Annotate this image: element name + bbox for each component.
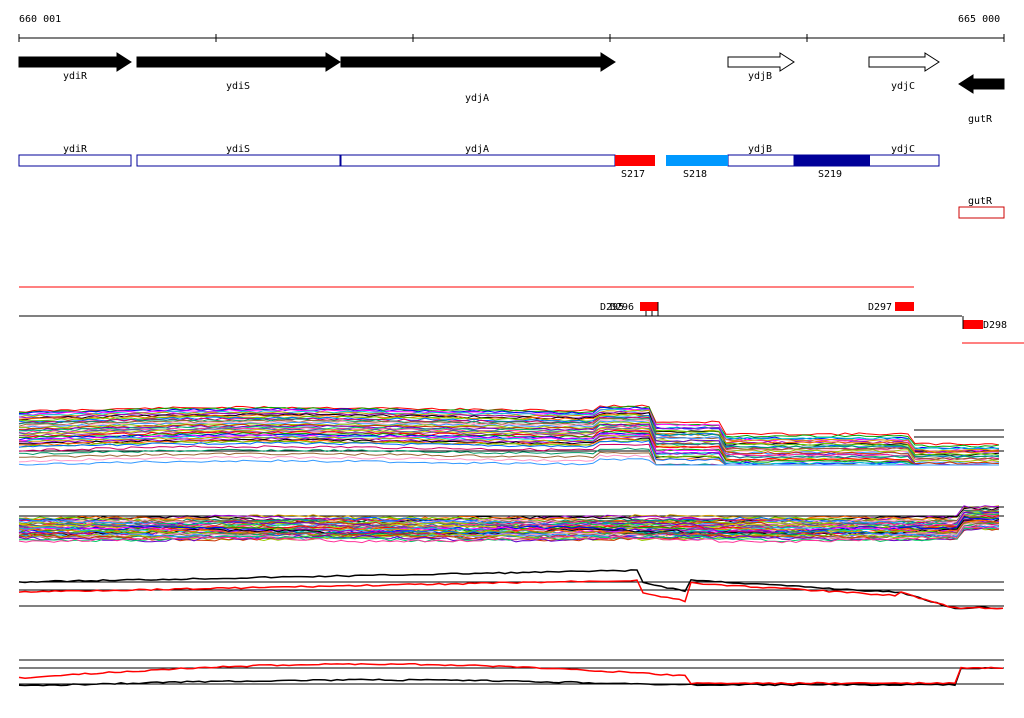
track-3-trace-black — [18, 569, 1004, 610]
track-2-trace — [18, 526, 1000, 543]
gene-box-label-ydjc: ydjC — [891, 144, 915, 155]
track-3-trace-red — [18, 579, 1004, 610]
segment-label-s219: S219 — [818, 169, 842, 180]
track-1-trace — [18, 432, 999, 466]
track-2-trace — [18, 522, 1000, 540]
gene-arrow-ydjb[interactable] — [727, 52, 795, 72]
marker-box-d295[interactable] — [640, 302, 658, 311]
track-1-trace — [18, 424, 999, 466]
coordinate-ruler: 660 001 665 000 — [18, 14, 1005, 42]
expression-pair-2 — [18, 659, 1004, 687]
track-1-trace — [19, 406, 1000, 450]
marker-box-d298[interactable] — [963, 320, 983, 329]
gene-box-gutr[interactable] — [958, 206, 1005, 219]
track-2-trace — [18, 525, 1000, 544]
gene-arrow-ydir[interactable] — [18, 52, 132, 72]
marker-label-d296: D296 — [610, 302, 634, 313]
track-1-trace — [19, 421, 1000, 463]
marker-label-d297: D297 — [868, 302, 892, 313]
track-1-trace — [18, 405, 1000, 448]
marker-box-d297[interactable] — [895, 302, 914, 311]
track-1-trace — [18, 430, 999, 466]
track-1-trace — [18, 414, 1000, 458]
segment-s218[interactable] — [666, 155, 728, 166]
gene-box-label-ydis: ydiS — [226, 144, 250, 155]
track-1-trace — [18, 418, 1000, 461]
coord-start-label: 660 001 — [19, 14, 61, 25]
gene-arrow-gutr[interactable] — [958, 74, 1005, 94]
track-1-trace — [18, 408, 1000, 452]
gene-box-ydjb[interactable] — [727, 154, 795, 167]
gene-box-ydis[interactable] — [136, 154, 341, 167]
track-1-trace — [18, 408, 999, 450]
gene-box-label-ydjb: ydjB — [748, 144, 772, 155]
track-4-trace-red — [18, 662, 1004, 685]
track-1-trace — [18, 434, 999, 466]
gene-box-ydja[interactable] — [340, 154, 616, 167]
coord-end-label: 665 000 — [958, 14, 1000, 25]
segment-s219[interactable] — [794, 155, 870, 166]
segment-s217[interactable] — [615, 155, 655, 166]
gene-box-label-ydir: ydiR — [63, 144, 88, 155]
track-4-trace-black — [18, 667, 1004, 687]
segment-track: S217 S218 S219 — [615, 155, 870, 180]
gene-label-gutr: gutR — [968, 114, 993, 125]
track-2-trace — [18, 523, 1000, 539]
expression-multi-2 — [18, 505, 1004, 544]
gene-arrow-track: ydiR ydiS ydjA ydjB ydjC gutR — [18, 52, 1005, 125]
track-1-trace — [18, 425, 999, 466]
expression-pair-1 — [18, 569, 1004, 610]
gene-label-ydis: ydiS — [226, 81, 250, 92]
marker-label-d298: D298 — [983, 320, 1007, 331]
track-2-trace — [18, 510, 1000, 524]
marker-label-d295: D295 — [600, 302, 624, 313]
track-1-trace — [18, 458, 999, 466]
gene-box-ydir[interactable] — [18, 154, 132, 167]
gene-label-ydja: ydjA — [465, 93, 489, 104]
segment-label-s217: S217 — [621, 169, 645, 180]
track-2-trace — [18, 509, 1000, 527]
track-1-trace — [18, 404, 1000, 446]
expression-multi-1 — [18, 404, 1004, 466]
segment-label-s218: S218 — [683, 169, 707, 180]
gene-box-label-gutr: gutR — [968, 196, 993, 207]
gene-arrow-ydis[interactable] — [136, 52, 341, 72]
gene-arrow-ydja[interactable] — [340, 52, 616, 72]
track-1-trace — [18, 413, 1000, 456]
gene-label-ydjc: ydjC — [891, 81, 915, 92]
gene-arrow-ydjc[interactable] — [868, 52, 940, 72]
track-2-trace — [18, 517, 1000, 532]
gene-label-ydir: ydiR — [63, 71, 88, 82]
track-1-trace — [18, 429, 999, 466]
gene-label-ydjb: ydjB — [748, 71, 772, 82]
gene-box-label-ydja: ydjA — [465, 144, 489, 155]
